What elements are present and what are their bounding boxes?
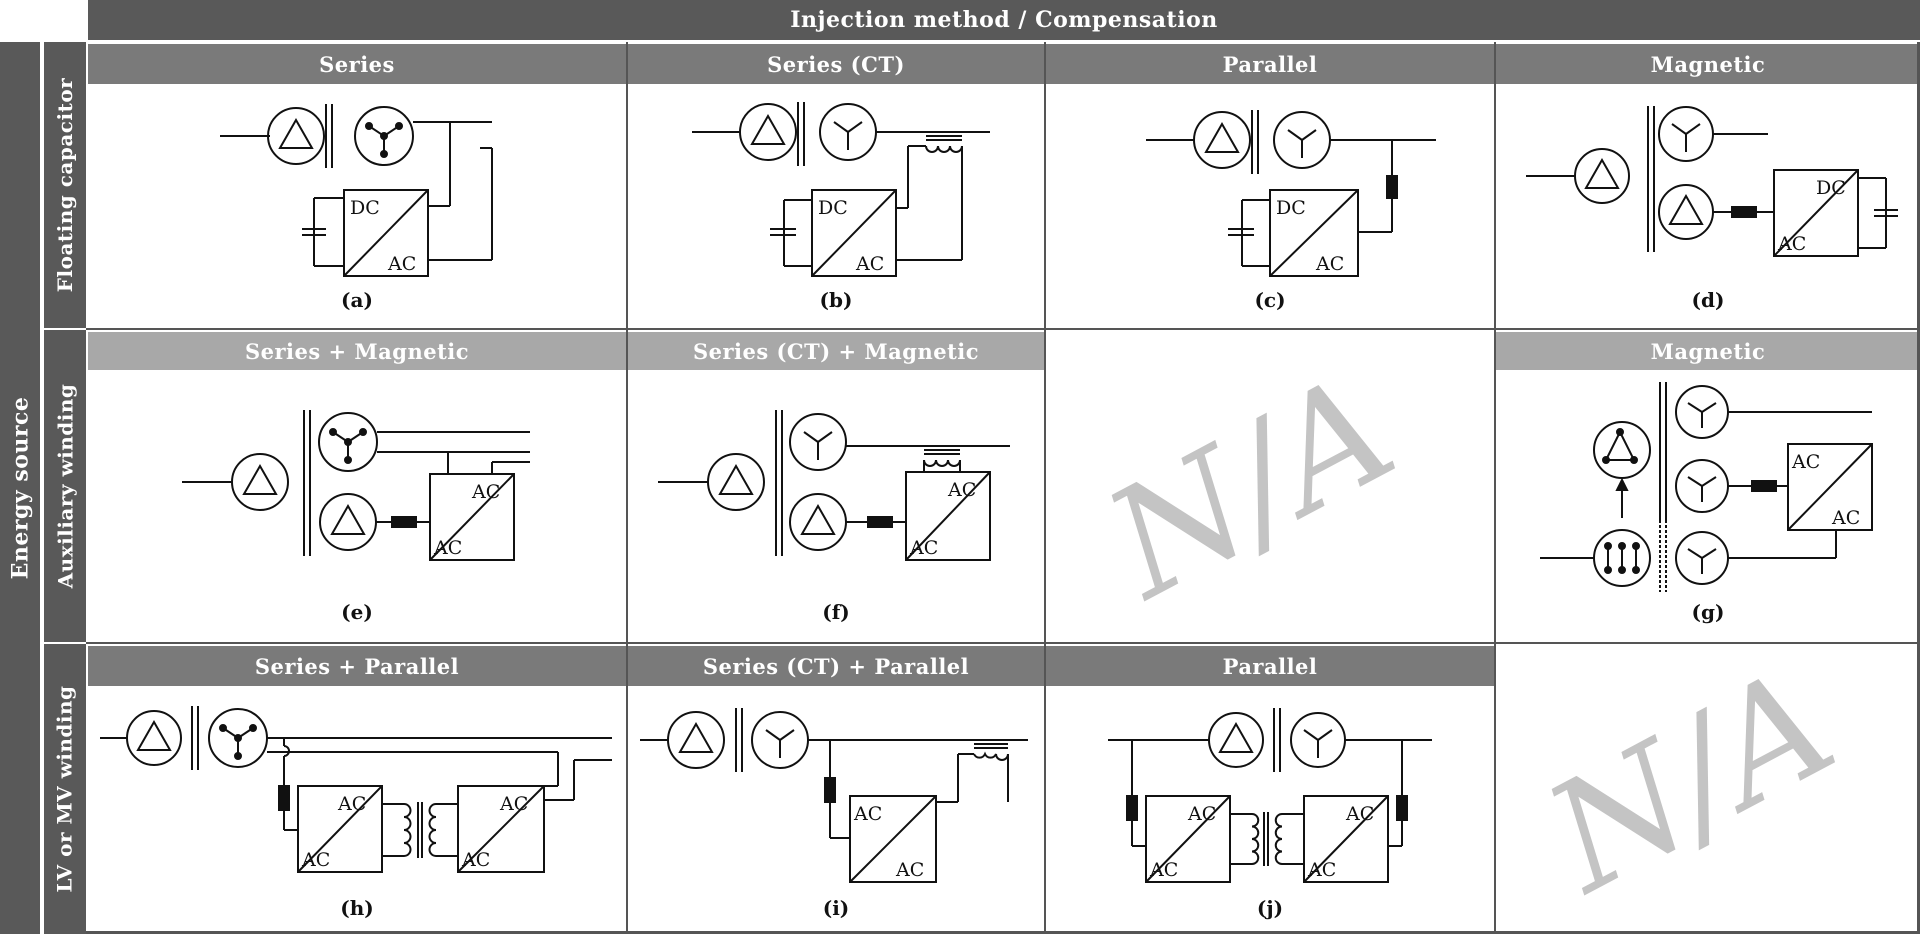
svg-text:AC: AC	[301, 849, 330, 871]
diagram-g: AC AC (g)	[1496, 370, 1920, 642]
svg-text:AC: AC	[387, 253, 416, 275]
col-header-parallel: Parallel	[1046, 44, 1494, 84]
svg-text:AC: AC	[1307, 859, 1336, 881]
grid-line	[1044, 42, 1046, 934]
na-cell-1: N/A	[1046, 330, 1494, 642]
svg-text:AC: AC	[471, 481, 500, 503]
svg-text:DC: DC	[1816, 177, 1846, 199]
na-cell-2: N/A	[1496, 644, 1920, 931]
diagram-b: DC AC (b)	[628, 84, 1044, 328]
svg-text:AC: AC	[853, 803, 882, 825]
svg-text:DC: DC	[818, 197, 848, 219]
col-header-series: Series	[88, 44, 626, 84]
svg-text:AC: AC	[499, 793, 528, 815]
caption-f: (f)	[822, 600, 850, 624]
diagram-h: AC AC AC AC (h)	[88, 686, 626, 932]
diagram-f: AC AC (f)	[628, 370, 1044, 642]
caption-g: (g)	[1691, 600, 1725, 624]
svg-text:AC: AC	[1345, 803, 1374, 825]
caption-c: (c)	[1254, 288, 1286, 312]
svg-text:AC: AC	[855, 253, 884, 275]
svg-text:AC: AC	[909, 537, 938, 559]
grid-line	[626, 42, 628, 934]
na-text: N/A	[1522, 644, 1860, 926]
grid-line	[86, 328, 1920, 330]
svg-text:AC: AC	[1149, 859, 1178, 881]
caption-a: (a)	[341, 288, 373, 312]
svg-text:AC: AC	[337, 793, 366, 815]
svg-text:DC: DC	[1276, 197, 1306, 219]
top-header: Injection method / Compensation	[88, 0, 1920, 40]
svg-text:AC: AC	[1315, 253, 1344, 275]
col-header-parallel-2: Parallel	[1046, 646, 1494, 686]
caption-i: (i)	[822, 896, 850, 920]
na-text: N/A	[1082, 342, 1420, 632]
svg-text:AC: AC	[947, 479, 976, 501]
row-header-floating-capacitor: Floating capacitor	[44, 42, 86, 328]
col-header-series-ct-magnetic: Series (CT) + Magnetic	[628, 332, 1044, 370]
svg-text:AC: AC	[461, 849, 490, 871]
grid-line	[1494, 42, 1496, 934]
grid-line	[86, 931, 1920, 934]
col-header-series-ct-parallel: Series (CT) + Parallel	[628, 646, 1044, 686]
caption-j: (j)	[1256, 896, 1284, 920]
row-header-auxiliary-winding: Auxiliary winding	[44, 330, 86, 642]
caption-d: (d)	[1691, 288, 1725, 312]
svg-text:AC: AC	[895, 859, 924, 881]
caption-h: (h)	[340, 896, 374, 920]
diagram-d: DC AC (d)	[1496, 84, 1920, 328]
row-header-lv-mv-winding: LV or MV winding	[44, 644, 86, 934]
side-header: Energy source	[0, 42, 40, 934]
svg-text:AC: AC	[1791, 451, 1820, 473]
diagram-i: AC AC (i)	[628, 686, 1044, 932]
svg-text:AC: AC	[1831, 507, 1860, 529]
diagram-a: DC AC (a)	[88, 84, 626, 328]
diagram-j: AC AC AC AC (j)	[1046, 686, 1494, 932]
col-header-series-ct: Series (CT)	[628, 44, 1044, 84]
col-header-magnetic-2: Magnetic	[1496, 332, 1920, 370]
grid-line	[1917, 42, 1920, 934]
col-header-series-parallel: Series + Parallel	[88, 646, 626, 686]
grid-line	[86, 642, 1920, 644]
svg-text:AC: AC	[1777, 233, 1806, 255]
svg-text:AC: AC	[1187, 803, 1216, 825]
svg-text:AC: AC	[433, 537, 462, 559]
col-header-magnetic: Magnetic	[1496, 44, 1920, 84]
diagram-e: AC AC (e)	[88, 370, 626, 642]
caption-b: (b)	[819, 288, 853, 312]
caption-e: (e)	[341, 600, 373, 624]
col-header-series-magnetic: Series + Magnetic	[88, 332, 626, 370]
diagram-c: DC AC (c)	[1046, 84, 1494, 328]
svg-text:DC: DC	[350, 197, 380, 219]
